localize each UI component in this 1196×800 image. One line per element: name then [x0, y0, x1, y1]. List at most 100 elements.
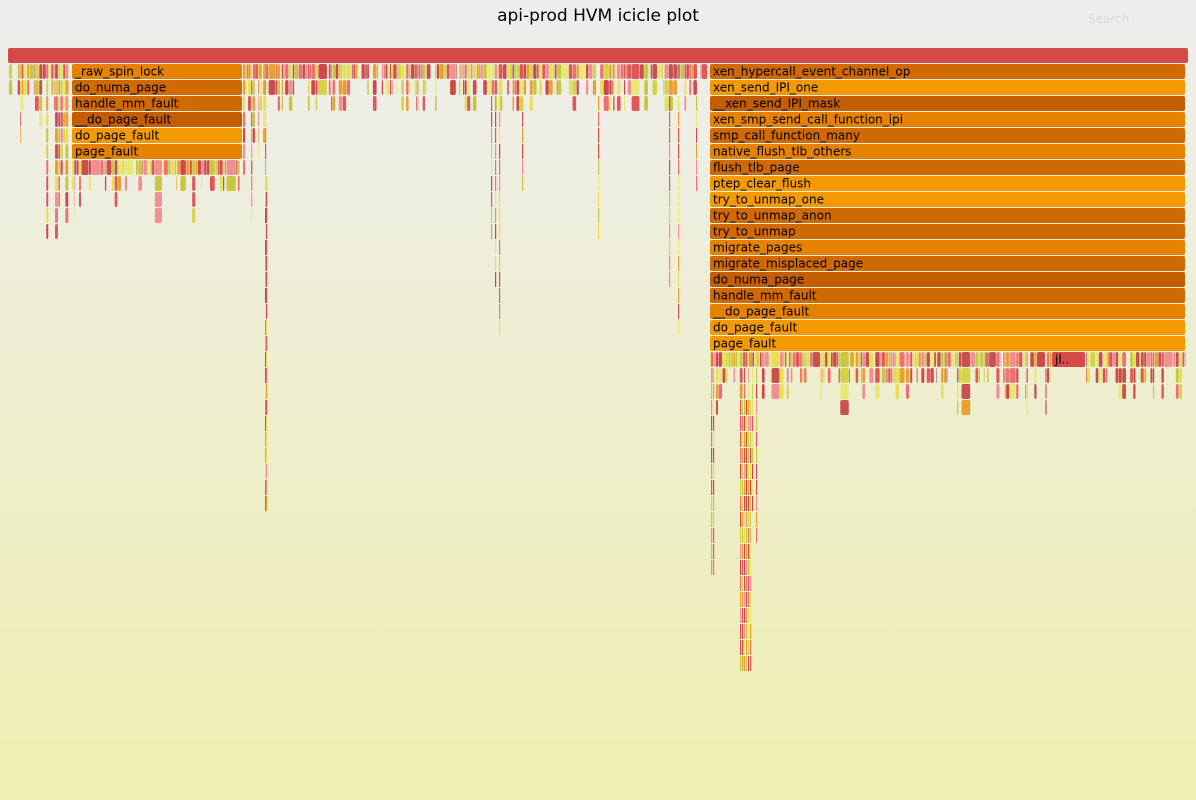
stack-frame[interactable]: [744, 416, 746, 431]
stack-frame[interactable]: [750, 560, 752, 575]
stack-frame[interactable]: [55, 160, 58, 175]
stack-frame[interactable]: [147, 160, 152, 175]
stack-frame[interactable]: [307, 80, 310, 95]
stack-frame[interactable]: [519, 64, 524, 79]
stack-frame[interactable]: [627, 80, 632, 95]
stack-frame[interactable]: [542, 64, 546, 79]
stack-frame[interactable]: [258, 96, 259, 111]
stack-frame[interactable]: [355, 64, 358, 79]
stack-frame[interactable]: [978, 368, 980, 383]
stack-frame[interactable]: [55, 192, 58, 207]
stack-frame[interactable]: [785, 352, 787, 367]
stack-frame[interactable]: [892, 368, 895, 383]
stack-frame[interactable]: [265, 400, 267, 415]
frame-do-numa-page[interactable]: [72, 80, 242, 95]
stack-frame[interactable]: [422, 64, 426, 79]
stack-frame[interactable]: [414, 80, 416, 95]
stack-frame[interactable]: [740, 624, 742, 639]
stack-frame[interactable]: [124, 176, 128, 191]
stack-frame[interactable]: [401, 64, 404, 79]
stack-frame[interactable]: [506, 80, 510, 95]
stack-frame[interactable]: [1025, 352, 1027, 367]
stack-frame[interactable]: [770, 352, 772, 367]
stack-frame[interactable]: [746, 528, 748, 543]
stack-frame[interactable]: [840, 368, 849, 383]
stack-frame[interactable]: [556, 80, 558, 95]
stack-frame[interactable]: [941, 352, 944, 367]
stack-frame[interactable]: [372, 64, 377, 79]
stack-frame[interactable]: [209, 176, 215, 191]
stack-frame[interactable]: [381, 64, 384, 79]
stack-frame[interactable]: [715, 400, 719, 415]
stack-frame[interactable]: [396, 64, 398, 79]
stack-frame[interactable]: [1133, 352, 1136, 367]
stack-frame[interactable]: [53, 64, 55, 79]
stack-frame[interactable]: [367, 80, 369, 95]
stack-frame[interactable]: [257, 64, 259, 79]
stack-frame[interactable]: [750, 544, 752, 559]
stack-frame[interactable]: [439, 64, 444, 79]
stack-frame[interactable]: [346, 80, 351, 95]
stack-frame[interactable]: [58, 192, 61, 207]
stack-frame[interactable]: [735, 352, 738, 367]
stack-frame[interactable]: [397, 64, 401, 79]
stack-frame[interactable]: [60, 64, 63, 79]
stack-frame[interactable]: [613, 96, 615, 111]
stack-frame[interactable]: [73, 192, 75, 207]
stack-frame[interactable]: [526, 64, 530, 79]
stack-frame[interactable]: [417, 80, 419, 95]
stack-frame[interactable]: [472, 64, 477, 79]
stack-frame[interactable]: [790, 368, 793, 383]
stack-frame[interactable]: [1144, 368, 1147, 383]
stack-frame[interactable]: [464, 80, 467, 95]
stack-frame[interactable]: [742, 432, 744, 447]
stack-frame[interactable]: [862, 384, 866, 399]
stack-frame[interactable]: [252, 80, 256, 95]
stack-frame[interactable]: [549, 80, 553, 95]
stack-frame[interactable]: [855, 352, 859, 367]
stack-frame[interactable]: [598, 144, 600, 159]
stack-frame[interactable]: [664, 80, 669, 95]
stack-frame[interactable]: [192, 192, 196, 207]
stack-frame[interactable]: [1009, 384, 1016, 399]
stack-frame[interactable]: [744, 384, 746, 399]
stack-frame[interactable]: [718, 352, 723, 367]
stack-frame[interactable]: [265, 336, 267, 351]
stack-frame[interactable]: [576, 64, 579, 79]
frame-do-page-fault[interactable]: [72, 112, 242, 127]
stack-frame[interactable]: [192, 160, 196, 175]
stack-frame[interactable]: [746, 544, 748, 559]
stack-frame[interactable]: [266, 240, 268, 255]
stack-frame[interactable]: [1115, 352, 1119, 367]
stack-frame[interactable]: [305, 64, 308, 79]
stack-frame[interactable]: [1090, 352, 1096, 367]
frame-migrate-pages[interactable]: [710, 240, 1185, 255]
stack-frame[interactable]: [713, 448, 715, 463]
stack-frame[interactable]: [1045, 368, 1047, 383]
stack-frame[interactable]: [42, 64, 46, 79]
stack-frame[interactable]: [669, 96, 671, 111]
stack-frame[interactable]: [265, 240, 267, 255]
stack-frame[interactable]: [63, 64, 65, 79]
stack-frame[interactable]: [529, 80, 533, 95]
stack-frame[interactable]: [996, 352, 1000, 367]
stack-frame[interactable]: [499, 256, 501, 271]
stack-frame[interactable]: [744, 624, 746, 639]
stack-frame[interactable]: [258, 128, 259, 143]
stack-frame[interactable]: [180, 176, 186, 191]
stack-frame[interactable]: [740, 576, 742, 591]
stack-frame[interactable]: [391, 80, 393, 95]
stack-frame[interactable]: [495, 128, 497, 143]
stack-frame[interactable]: [713, 352, 716, 367]
stack-frame[interactable]: [65, 96, 69, 111]
stack-frame[interactable]: [259, 80, 262, 95]
stack-frame[interactable]: [756, 512, 758, 527]
stack-frame[interactable]: [802, 368, 804, 383]
stack-frame[interactable]: [748, 560, 750, 575]
stack-frame[interactable]: [533, 64, 537, 79]
stack-frame[interactable]: [408, 64, 411, 79]
stack-frame[interactable]: [23, 80, 27, 95]
stack-frame[interactable]: [752, 416, 754, 431]
stack-frame[interactable]: [1122, 352, 1126, 367]
stack-frame[interactable]: [243, 128, 246, 143]
